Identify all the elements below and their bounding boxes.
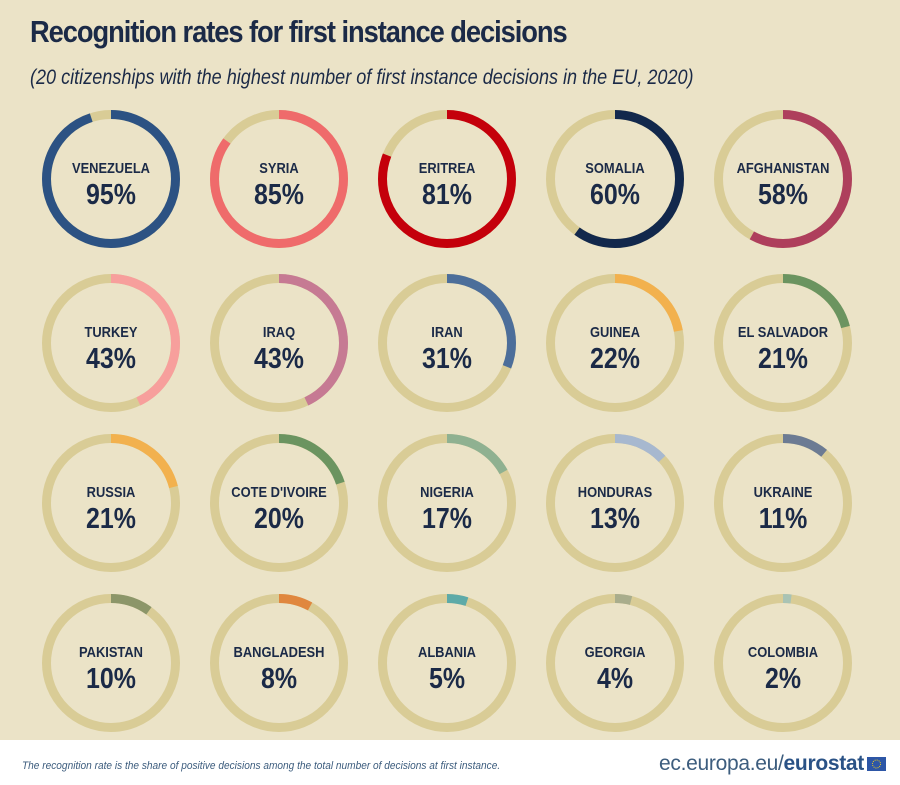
- value-label: 22%: [590, 342, 640, 374]
- category-label: NIGERIA: [420, 483, 474, 500]
- donut-arc: [210, 594, 348, 732]
- donut-arc: [546, 110, 684, 248]
- category-label: GUINEA: [590, 323, 640, 340]
- donut-iran: IRAN 31%: [378, 274, 516, 412]
- category-label: ALBANIA: [418, 643, 476, 660]
- value-label: 5%: [429, 662, 465, 694]
- value-label: 58%: [758, 178, 808, 210]
- category-label: EL SALVADOR: [738, 323, 828, 340]
- donut-honduras: HONDURAS 13%: [546, 434, 684, 572]
- donut-georgia: GEORGIA 4%: [546, 594, 684, 732]
- donut-turkey: TURKEY 43%: [42, 274, 180, 412]
- donut-arc: [378, 434, 516, 572]
- donut-afghanistan: AFGHANISTAN 58%: [714, 110, 852, 248]
- value-label: 20%: [254, 502, 304, 534]
- donut-somalia: SOMALIA 60%: [546, 110, 684, 248]
- source-link[interactable]: ec.europa.eu/eurostat: [659, 752, 864, 776]
- value-label: 60%: [590, 178, 640, 210]
- value-label: 43%: [254, 342, 304, 374]
- donut-arc: [210, 110, 348, 248]
- donut-arc: [378, 110, 516, 248]
- footer: The recognition rate is the share of pos…: [0, 740, 900, 785]
- category-label: IRAQ: [263, 323, 295, 340]
- donut-russia: RUSSIA 21%: [42, 434, 180, 572]
- value-label: 81%: [422, 178, 472, 210]
- value-label: 95%: [86, 178, 136, 210]
- value-label: 85%: [254, 178, 304, 210]
- donut-guinea: GUINEA 22%: [546, 274, 684, 412]
- category-label: HONDURAS: [578, 483, 652, 500]
- category-label: AFGHANISTAN: [737, 159, 830, 176]
- donut-pakistan: PAKISTAN 10%: [42, 594, 180, 732]
- value-label: 17%: [422, 502, 472, 534]
- donut-eritrea: ERITREA 81%: [378, 110, 516, 248]
- donut-arc: [42, 110, 180, 248]
- eu-flag-icon: [867, 757, 886, 771]
- category-label: PAKISTAN: [79, 643, 143, 660]
- donut-venezuela: VENEZUELA 95%: [42, 110, 180, 248]
- donut-arc: [378, 594, 516, 732]
- donut-arc: [546, 594, 684, 732]
- donut-grid-chart: VENEZUELA 95% SYRIA 85% ERITREA 81% SOMALIA 60%…: [42, 110, 852, 732]
- source-prefix: ec.europa.eu/: [659, 752, 784, 775]
- donut-arc: [210, 434, 348, 572]
- donut-nigeria: NIGERIA 17%: [378, 434, 516, 572]
- donut-arc: [714, 274, 852, 412]
- category-label: VENEZUELA: [72, 159, 150, 176]
- footnote: The recognition rate is the share of pos…: [22, 760, 501, 772]
- category-label: COLOMBIA: [748, 643, 818, 660]
- donut-arc: [42, 274, 180, 412]
- donut-colombia: COLOMBIA 2%: [714, 594, 852, 732]
- donut-arc: [210, 274, 348, 412]
- donut-cote-d-ivoire: COTE D'IVOIRE 20%: [210, 434, 348, 572]
- value-label: 31%: [422, 342, 472, 374]
- donut-ukraine: UKRAINE 11%: [714, 434, 852, 572]
- value-label: 21%: [86, 502, 136, 534]
- donut-el-salvador: EL SALVADOR 21%: [714, 274, 852, 412]
- value-label: 43%: [86, 342, 136, 374]
- donut-arc: [546, 434, 684, 572]
- category-label: GEORGIA: [585, 643, 646, 660]
- category-label: UKRAINE: [754, 483, 813, 500]
- donut-bangladesh: BANGLADESH 8%: [210, 594, 348, 732]
- category-label: RUSSIA: [87, 483, 136, 500]
- category-label: ERITREA: [419, 159, 476, 176]
- source-brand: eurostat: [783, 752, 865, 775]
- category-label: IRAN: [431, 323, 462, 340]
- donut-arc: [546, 274, 684, 412]
- category-label: COTE D'IVOIRE: [231, 483, 326, 500]
- donut-arc: [42, 434, 180, 572]
- donut-arc: [42, 594, 180, 732]
- value-label: 21%: [758, 342, 808, 374]
- value-label: 4%: [597, 662, 633, 694]
- chart-title: Recognition rates for first instance dec…: [30, 14, 568, 49]
- value-label: 13%: [590, 502, 640, 534]
- value-label: 10%: [86, 662, 136, 694]
- category-label: SOMALIA: [585, 159, 644, 176]
- value-label: 2%: [765, 662, 801, 694]
- donut-arc: [714, 594, 852, 732]
- donut-arc: [714, 434, 852, 572]
- donut-iraq: IRAQ 43%: [210, 274, 348, 412]
- donut-arc: [714, 110, 852, 248]
- donut-syria: SYRIA 85%: [210, 110, 348, 248]
- category-label: TURKEY: [85, 323, 139, 340]
- value-label: 11%: [759, 502, 808, 534]
- category-label: SYRIA: [259, 159, 298, 176]
- donut-albania: ALBANIA 5%: [378, 594, 516, 732]
- value-label: 8%: [261, 662, 297, 694]
- category-label: BANGLADESH: [234, 643, 325, 660]
- donut-arc: [378, 274, 516, 412]
- chart-subtitle: (20 citizenships with the highest number…: [30, 66, 694, 89]
